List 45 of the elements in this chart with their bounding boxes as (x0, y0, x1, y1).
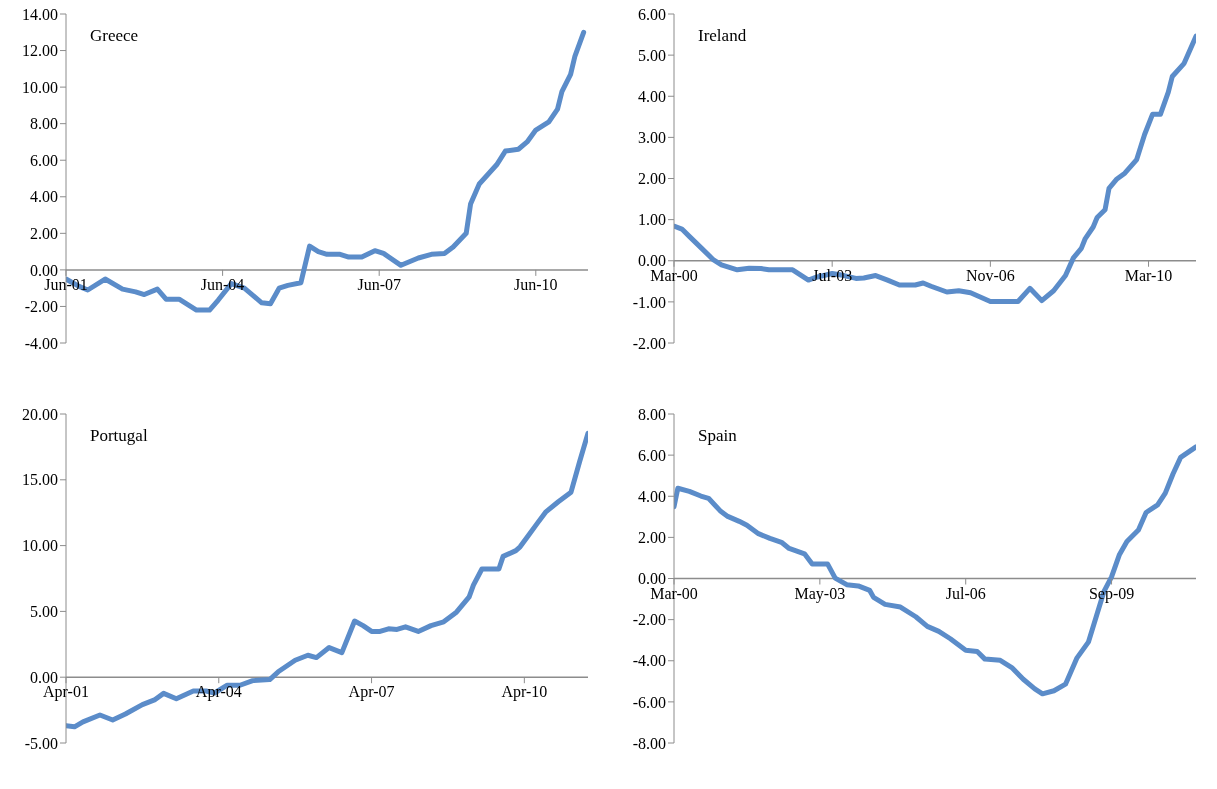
y-tick-label: 1.00 (638, 211, 666, 229)
y-tick-label: 5.00 (30, 603, 58, 621)
y-tick-label: 4.00 (638, 487, 666, 505)
y-tick-label: 2.00 (30, 225, 58, 243)
y-tick-label: -4.00 (24, 334, 58, 352)
y-tick-label: 10.00 (22, 537, 58, 555)
text: Greece (90, 26, 139, 46)
y-tick-label: 0.00 (30, 261, 58, 279)
x-tick-label: Mar-10 (1124, 266, 1173, 284)
y-tick-label: -2.00 (632, 334, 666, 352)
text: Ireland (698, 26, 747, 46)
x-tick-label: Jun-07 (357, 275, 401, 293)
x-tick-label: Jun-10 (514, 275, 558, 293)
y-tick-label: 8.00 (30, 115, 58, 133)
y-tick-label: 3.00 (638, 129, 666, 147)
y-tick-label: 2.00 (638, 170, 666, 188)
y-tick-label: -2.00 (24, 298, 58, 316)
y-tick-label: 0.00 (30, 668, 58, 686)
y-tick-label: 2.00 (638, 529, 666, 547)
x-tick-label: May-03 (794, 584, 846, 603)
y-tick-label: 4.00 (638, 87, 666, 105)
y-tick-label: 12.00 (22, 42, 58, 60)
y-tick-label: -6.00 (632, 693, 666, 711)
y-tick-label: -5.00 (24, 734, 58, 752)
text: Portugal (90, 426, 148, 446)
y-tick-label: 8.00 (638, 405, 666, 423)
y-tick-label: -4.00 (632, 652, 666, 670)
y-tick-label: 15.00 (22, 471, 58, 489)
y-tick-label: 10.00 (22, 78, 58, 96)
y-tick-label: 14.00 (22, 5, 58, 23)
y-tick-label: 6.00 (30, 151, 58, 169)
y-tick-label: 6.00 (638, 5, 666, 23)
y-tick-label: 20.00 (22, 405, 58, 423)
y-tick-label: 6.00 (638, 446, 666, 464)
y-tick-label: -1.00 (632, 293, 666, 311)
x-tick-label: Nov-06 (965, 266, 1015, 284)
y-tick-label: -2.00 (632, 611, 666, 629)
x-tick-label: Apr-01 (43, 683, 89, 702)
x-tick-label: Jul-06 (945, 584, 986, 602)
x-tick-label: Apr-07 (348, 683, 395, 702)
y-tick-label: 5.00 (638, 46, 666, 64)
y-tick-label: 4.00 (30, 188, 58, 206)
text: Spain (698, 426, 737, 446)
x-tick-label: Apr-10 (501, 683, 548, 702)
y-tick-label: -8.00 (632, 734, 666, 752)
